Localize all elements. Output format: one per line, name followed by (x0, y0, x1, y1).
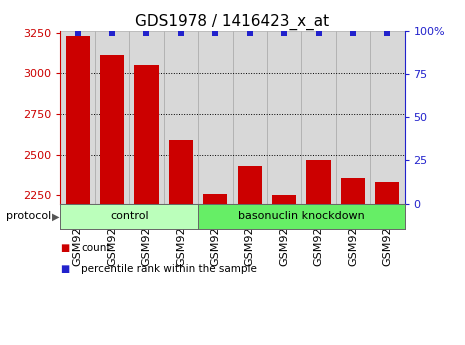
Point (246, 30, 253, 36)
Bar (169, 140, 193, 204)
Bar (375, 181, 399, 204)
Point (349, 30, 357, 36)
Text: control: control (110, 211, 149, 221)
Bar (95, 31, 129, 204)
Bar (370, 31, 405, 204)
Bar (301, 31, 336, 204)
Text: ■: ■ (60, 243, 70, 253)
Bar (238, 166, 262, 204)
Point (108, 30, 116, 36)
Point (177, 30, 185, 36)
Point (143, 30, 150, 36)
Bar (129, 31, 164, 204)
Bar (134, 65, 159, 204)
Point (212, 30, 219, 36)
Bar (203, 194, 227, 204)
Bar (267, 31, 301, 204)
Title: GDS1978 / 1416423_x_at: GDS1978 / 1416423_x_at (135, 13, 330, 30)
Text: basonuclin knockdown: basonuclin knockdown (238, 211, 365, 221)
Point (74, 30, 81, 36)
Text: protocol: protocol (6, 211, 51, 221)
Bar (306, 160, 331, 204)
Bar (66, 36, 90, 204)
Text: count: count (81, 243, 111, 253)
Text: ▶: ▶ (52, 211, 60, 221)
Bar (60, 31, 95, 204)
Bar (232, 31, 267, 204)
Bar (198, 31, 232, 204)
Bar (336, 31, 370, 204)
Text: ■: ■ (60, 264, 70, 274)
Text: percentile rank within the sample: percentile rank within the sample (81, 264, 257, 274)
Bar (272, 195, 296, 204)
Bar (100, 55, 124, 204)
Point (280, 30, 288, 36)
Bar (164, 31, 198, 204)
Point (315, 30, 322, 36)
Bar (341, 178, 365, 204)
Point (384, 30, 391, 36)
